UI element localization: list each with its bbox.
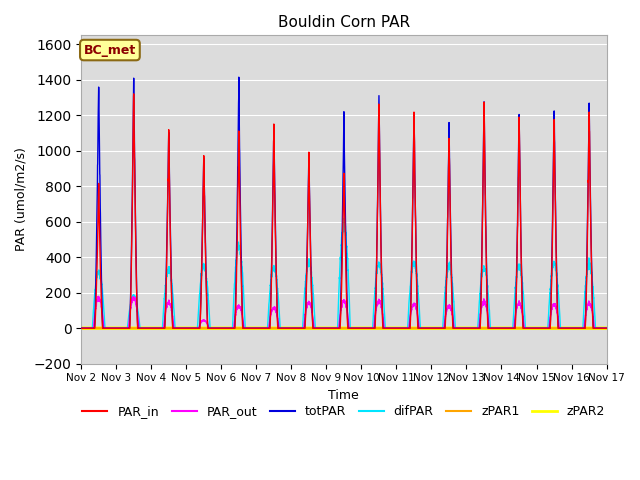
Text: BC_met: BC_met [84, 44, 136, 57]
X-axis label: Time: Time [328, 389, 359, 402]
Legend: PAR_in, PAR_out, totPAR, difPAR, zPAR1, zPAR2: PAR_in, PAR_out, totPAR, difPAR, zPAR1, … [77, 400, 611, 423]
Y-axis label: PAR (umol/m2/s): PAR (umol/m2/s) [15, 147, 28, 252]
Title: Bouldin Corn PAR: Bouldin Corn PAR [278, 15, 410, 30]
